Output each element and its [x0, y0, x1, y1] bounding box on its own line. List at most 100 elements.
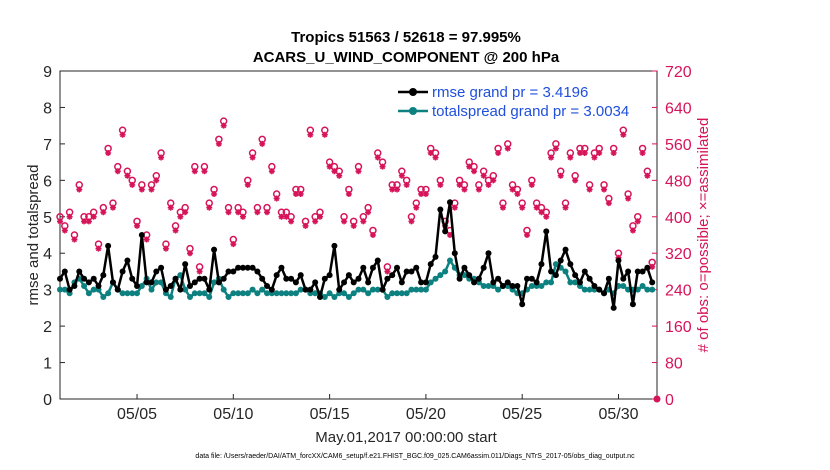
- rmse-point: [239, 264, 246, 271]
- x-axis: 05/05 05/10 05/15 05/20 05/25 05/30: [117, 394, 639, 423]
- totalspread-point: [81, 283, 88, 290]
- totalspread-point: [220, 286, 227, 293]
- rmse-point: [100, 272, 107, 279]
- obs-assimilated-point: [432, 154, 439, 161]
- obs-assimilated-point: [57, 218, 63, 225]
- obs-assimilated-point: [206, 204, 213, 211]
- obs-assimilated-point: [76, 186, 83, 193]
- rmse-point: [235, 264, 242, 271]
- totalspread-point: [100, 293, 107, 300]
- x-tick-label: 05/25: [502, 406, 542, 423]
- rmse-point: [264, 283, 271, 290]
- rmse-point: [504, 279, 511, 286]
- totalspread-point: [548, 279, 555, 286]
- totalspread-series: [57, 257, 656, 300]
- rmse-point: [114, 286, 121, 293]
- totalspread-point: [264, 290, 271, 297]
- obs-assimilated-point: [629, 227, 636, 234]
- obs-assimilated-point: [557, 172, 564, 179]
- obs-assimilated-point: [172, 227, 179, 234]
- obs-assimilated-point: [369, 232, 376, 238]
- obs-assimilated-point: [528, 181, 535, 188]
- y-tick-label: 4: [43, 246, 52, 263]
- obs-assimilated-point: [471, 168, 478, 175]
- obs-assimilated-point: [254, 209, 261, 216]
- rmse-point: [543, 228, 550, 235]
- obs-assimilated-point: [499, 204, 506, 211]
- rmse-point: [360, 264, 367, 271]
- obs-count-series: [56, 117, 661, 403]
- obs-assimilated-point: [538, 209, 545, 216]
- rmse-point: [538, 261, 545, 268]
- totalspread-point: [191, 290, 198, 297]
- totalspread-point: [639, 283, 646, 290]
- chart-title: Tropics 51563 / 52618 = 97.995%: [291, 29, 521, 46]
- rmse-point: [562, 246, 569, 253]
- totalspread-point: [369, 286, 376, 293]
- rmse-point: [215, 279, 222, 286]
- rmse-point: [211, 246, 218, 253]
- rmse-point: [446, 199, 453, 206]
- rmse-point: [355, 275, 362, 282]
- rmse-point: [119, 268, 126, 275]
- obs-assimilated-point: [307, 131, 314, 138]
- rmse-point: [620, 275, 627, 282]
- rmse-point: [129, 275, 136, 282]
- obs-assimilated-point: [418, 191, 425, 197]
- obs-assimilated-point: [138, 186, 145, 193]
- x-tick-label: 05/05: [117, 406, 157, 423]
- obs-assimilated-point: [466, 163, 473, 170]
- rmse-point: [389, 272, 396, 279]
- totalspread-point: [403, 290, 410, 297]
- legend: rmse grand pr = 3.4196 totalspread grand…: [398, 84, 629, 120]
- rmse-point: [533, 279, 540, 286]
- rmse-point: [321, 275, 328, 282]
- obs-assimilated-point: [413, 204, 420, 211]
- totalspread-point: [134, 290, 141, 297]
- obs-assimilated-point: [158, 154, 165, 161]
- totalspread-point: [153, 279, 160, 286]
- totalspread-point: [567, 279, 574, 286]
- obs-assimilated-point: [461, 186, 468, 193]
- totalspread-point: [644, 286, 651, 293]
- obs-assimilated-point: [268, 168, 275, 175]
- obs-assimilated-point: [191, 168, 198, 175]
- rmse-point: [365, 279, 372, 286]
- x-tick-label: 05/30: [598, 406, 638, 423]
- totalspread-point: [239, 290, 246, 297]
- obs-assimilated-point: [509, 186, 516, 193]
- rmse-point: [206, 286, 213, 293]
- rmse-point: [615, 257, 622, 264]
- y-tick-label: 9: [43, 64, 52, 81]
- obs-assimilated-point: [610, 150, 617, 156]
- rmse-point: [90, 275, 97, 282]
- rmse-point: [134, 283, 141, 290]
- obs-assimilated-point: [182, 209, 189, 216]
- obs-assimilated-point: [480, 172, 487, 179]
- obs-assimilated-point: [129, 181, 136, 188]
- totalspread-point: [61, 286, 68, 293]
- totalspread-point: [288, 290, 295, 297]
- legend-rmse-marker: [409, 88, 417, 96]
- obs-assimilated-point: [586, 186, 593, 193]
- plot-area: [59, 70, 658, 400]
- obs-assimilated-point: [302, 222, 309, 229]
- totalspread-point: [186, 293, 193, 300]
- totalspread-point: [374, 286, 381, 293]
- obs-assimilated-point: [292, 191, 299, 197]
- totalspread-point: [552, 261, 559, 268]
- obs-assimilated-point: [451, 204, 458, 211]
- obs-assimilated-point: [331, 168, 338, 175]
- obs-assimilated-point: [562, 204, 569, 211]
- obs-assimilated-point: [475, 186, 482, 193]
- obs-assimilated-point: [230, 241, 237, 248]
- rmse-point: [71, 283, 78, 290]
- totalspread-point: [427, 279, 434, 286]
- rmse-point: [220, 275, 227, 282]
- rmse-point: [596, 286, 603, 293]
- rmse-point: [350, 279, 357, 286]
- rmse-point: [634, 268, 641, 275]
- totalspread-point: [90, 286, 97, 293]
- totalspread-point: [206, 293, 213, 300]
